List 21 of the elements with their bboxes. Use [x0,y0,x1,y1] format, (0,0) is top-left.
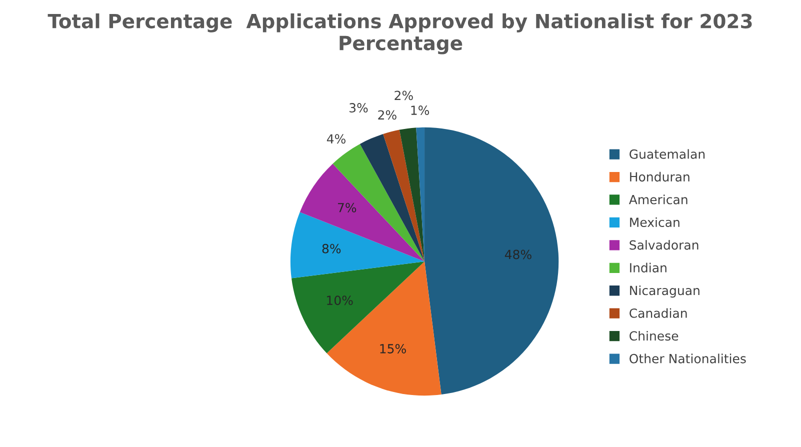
legend-label: Chinese [630,330,678,341]
legend-label: Other Nationalities [630,354,746,364]
data-label: 7% [338,202,356,212]
legend-label: Honduran [630,172,690,182]
chart-title: Total Percentage Applications Approved by Nationalist for 2023 Percentage [48,13,752,54]
data-label: 1% [411,106,430,116]
legend-label: Salvadoran [630,240,698,250]
legend-label: Guatemalan [630,149,705,159]
data-label: 48% [504,250,532,260]
data-label: 4% [326,134,346,144]
data-label: 3% [350,103,368,113]
data-label: 8% [322,244,341,254]
legend-label: Indian [630,262,666,272]
legend-label: American [628,194,688,204]
data-label: 15% [380,344,406,354]
data-label: 10% [327,296,353,306]
legend-label: Canadian [630,308,687,318]
data-label: 2% [378,110,396,120]
data-label: 2% [394,90,413,100]
legend-label: Nicaraguan [630,286,700,298]
legend-label: Mexican [630,217,680,228]
